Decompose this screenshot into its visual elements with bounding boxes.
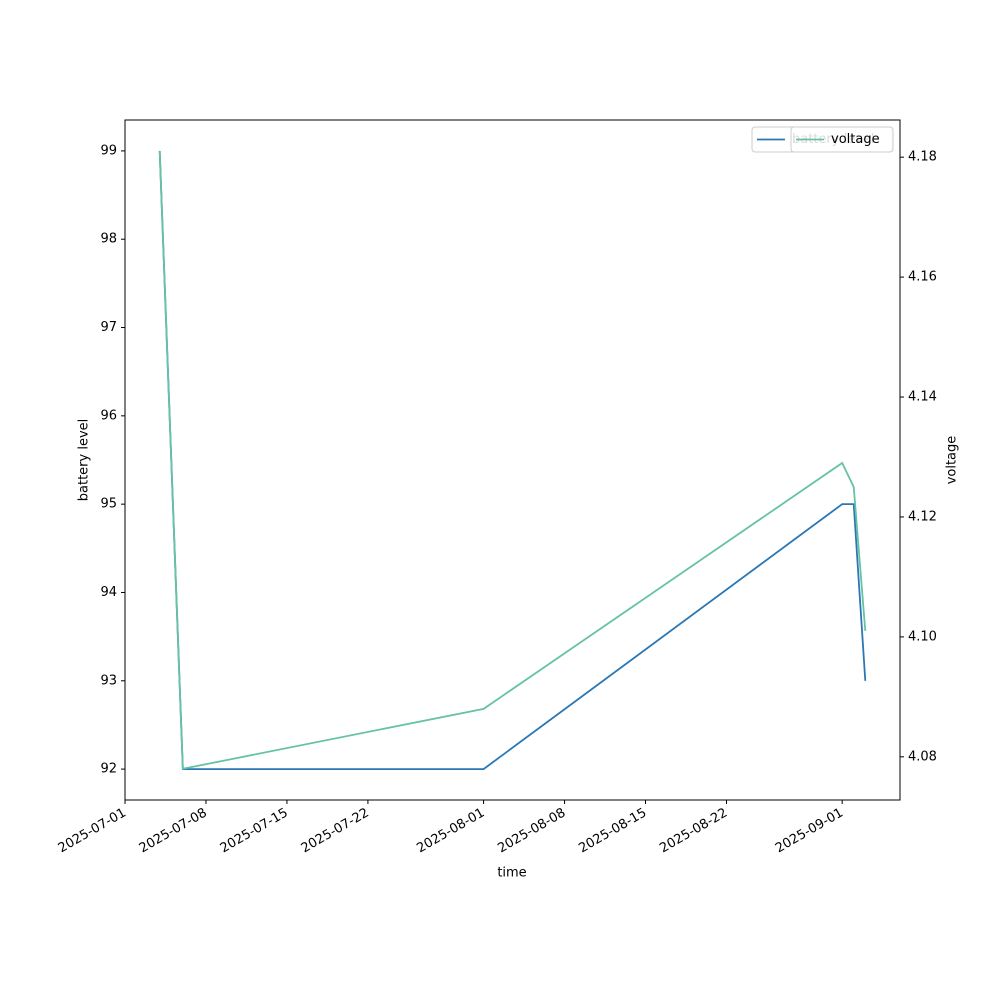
y2-tick-label: 4.16 [908,270,937,285]
y-tick-label: 93 [100,673,117,688]
legend: voltage [790,126,894,153]
y2-tick-label: 4.14 [908,390,937,405]
y-tick-label: 96 [100,408,117,423]
legend-box [790,126,894,153]
y-tick-label: 94 [100,585,117,600]
y-tick-label: 97 [100,320,117,335]
x-axis-label: time [497,866,526,881]
y-tick-label: 98 [100,232,117,247]
y-tick-label: 99 [100,143,117,158]
y2-axis-label: voltage [945,436,960,485]
y2-tick-label: 4.18 [908,150,937,165]
series-line [158,151,867,770]
y-axis-label: battery level [77,419,92,502]
y-tick-label: 92 [100,762,117,777]
y2-tick-label: 4.08 [908,749,937,764]
plot-frame [124,119,901,801]
y2-tick-label: 4.10 [908,629,937,644]
y2-tick-label: 4.12 [908,509,937,524]
legend-label: voltage [831,132,880,147]
y-tick-label: 95 [100,497,117,512]
